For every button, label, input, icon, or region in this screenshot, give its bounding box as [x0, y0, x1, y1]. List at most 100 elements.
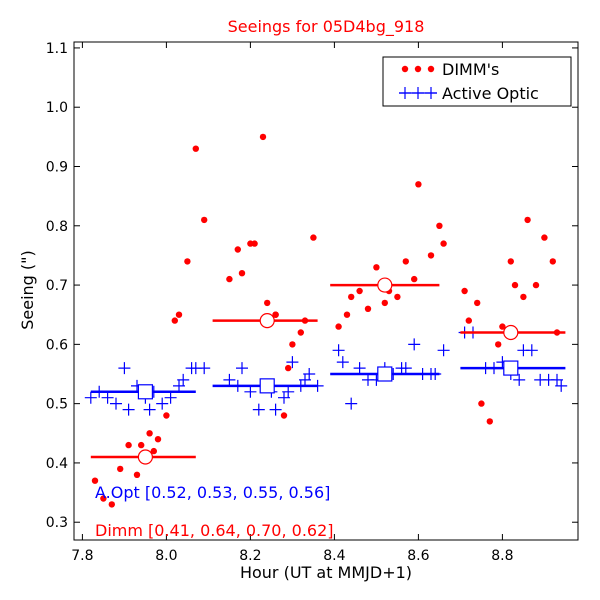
y-tick-label: 0.4 [46, 456, 68, 472]
x-tick-label: 8.0 [155, 548, 177, 564]
active-optic-point [118, 362, 131, 375]
y-tick-label: 1.1 [46, 41, 68, 57]
y-tick-label: 0.8 [46, 219, 68, 235]
dimm-point [138, 441, 145, 449]
dimm-point [125, 441, 132, 449]
active-optic-point [110, 397, 122, 410]
aopt-median-marker [259, 378, 275, 394]
active-optic-point [156, 397, 169, 410]
active-optic-point [164, 391, 177, 404]
dimm-point [285, 364, 292, 372]
dimm-point [280, 412, 288, 419]
dimm-point [163, 412, 170, 419]
active-optic-point [244, 385, 257, 398]
dimm-summary-text: Dimm [0.41, 0.64, 0.70, 0.62] [95, 521, 334, 540]
active-optic-point [122, 403, 135, 416]
dimm-point [440, 240, 447, 247]
dimm-point [427, 252, 435, 259]
dimm-point [465, 317, 472, 324]
dimm-point [251, 240, 258, 247]
dimm-point [117, 465, 124, 473]
aopt-median-marker [503, 360, 519, 376]
dimm-point [175, 311, 183, 318]
x-tick-label: 8.6 [407, 548, 429, 564]
dimm-point [91, 477, 99, 484]
active-optic-point [513, 373, 526, 386]
dimm-point [171, 317, 178, 324]
dimm-point [507, 258, 514, 265]
dimm-point [297, 329, 304, 336]
active-optic-point [269, 403, 282, 416]
dimm-point [184, 258, 191, 265]
dimm-point [259, 133, 267, 141]
dimm-point [511, 281, 519, 289]
y-axis-label: Seeing (") [18, 250, 37, 330]
aopt-median-marker [137, 384, 153, 400]
dimm-point [524, 216, 531, 224]
chart-title: Seeings for 05D4bg_918 [228, 17, 425, 37]
active-optic-point [236, 362, 248, 375]
dimm-point [335, 323, 342, 330]
dimm-point [238, 270, 246, 277]
dimm-point [436, 222, 443, 229]
dimm-point [348, 293, 355, 301]
dimm-point [549, 258, 556, 265]
x-tick-label: 8.2 [239, 548, 261, 564]
active-optic-point [177, 373, 190, 386]
dimm-point [499, 323, 506, 330]
dimm-point [373, 264, 380, 271]
dimm-point [411, 275, 418, 283]
aopt-summary-text: A.Opt [0.52, 0.53, 0.55, 0.56] [95, 483, 330, 502]
active-optic-point [303, 368, 316, 380]
dimm-point [356, 287, 363, 295]
dimm-median-marker [137, 449, 153, 465]
active-optic-point [282, 385, 295, 398]
dimm-point [154, 436, 162, 443]
legend-dimm-marker [414, 65, 422, 73]
aopt-median-marker [377, 366, 393, 382]
dimm-point [381, 299, 388, 307]
dimm-point [474, 299, 481, 307]
x-tick-label: 8.4 [323, 548, 345, 564]
active-optic-point [252, 403, 265, 416]
active-optic-point [198, 362, 211, 375]
legend-dimm-label: DIMM's [442, 60, 499, 79]
active-optic-point [223, 373, 236, 386]
plot-background [74, 42, 578, 540]
dimm-point [486, 418, 493, 425]
dimm-point [402, 258, 409, 265]
active-optic-point [408, 338, 421, 351]
dimm-point [201, 216, 208, 224]
dimm-point [415, 181, 422, 188]
dimm-point [495, 341, 502, 348]
dimm-median-marker [377, 277, 393, 293]
active-optic-point [143, 403, 156, 416]
dimm-point [108, 501, 116, 508]
active-optic-point [345, 397, 358, 410]
data-marks [84, 133, 568, 508]
dimm-point [310, 234, 317, 241]
active-optic-point [525, 344, 538, 357]
dimm-point [364, 305, 372, 312]
dimm-point [146, 430, 153, 437]
x-axis-label: Hour (UT at MMJD+1) [240, 563, 412, 582]
active-optic-point [353, 362, 366, 375]
active-optic-point [437, 344, 450, 357]
legend-dimm-marker [427, 65, 435, 73]
x-tick-label: 7.8 [71, 548, 93, 564]
dimm-point [100, 495, 107, 502]
dimm-point [541, 234, 548, 241]
dimm-median-marker [259, 313, 275, 329]
summary-annotations: A.Opt [0.52, 0.53, 0.55, 0.56] Dimm [0.41… [95, 483, 334, 540]
active-optic-point [84, 391, 97, 404]
dimm-point [192, 145, 199, 152]
axis-ticks: 7.8 8.0 8.2 8.4 8.6 8.8 0.3 0.4 0.5 0.6 0.7 0.8 0.9 1… [46, 41, 578, 564]
dimm-point [520, 293, 527, 301]
dimm-point [532, 281, 540, 289]
dimm-point [226, 275, 233, 283]
dimm-point [264, 299, 271, 307]
dimm-point [478, 400, 485, 407]
dimm-point [461, 287, 468, 295]
active-optic-point [555, 379, 568, 392]
